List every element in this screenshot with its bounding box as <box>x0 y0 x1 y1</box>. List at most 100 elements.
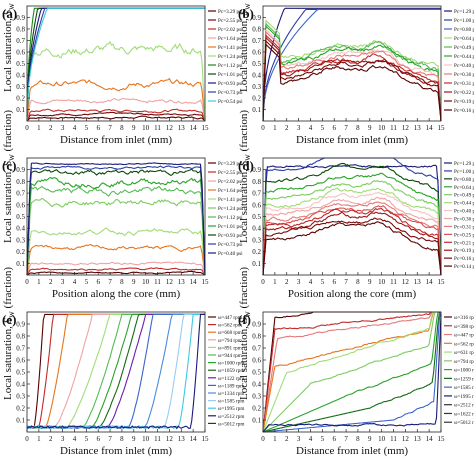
legend-entry: Pc=0.25 psi <box>454 232 474 238</box>
legend-entry: ω=794 rpm <box>218 338 242 344</box>
x-tick-label: 5 <box>321 124 325 132</box>
series-line-5 <box>26 197 206 276</box>
panel-label: (c) <box>2 158 16 173</box>
x-tick-label: 8 <box>120 435 124 443</box>
legend-entry: Pc=0.19 psi <box>454 99 474 105</box>
y-axis-label-top: Local saturation, Sw (fraction) <box>2 0 17 92</box>
series-line-6 <box>262 191 442 276</box>
x-tick-label: 7 <box>344 278 348 286</box>
y-tick-label: 0.4 <box>252 72 261 80</box>
y-tick-label: 0.8 <box>252 178 261 186</box>
x-tick-label: 13 <box>414 124 422 132</box>
legend-entry: ω=1059 rpm <box>218 368 244 374</box>
y-tick-label: 0.4 <box>16 381 25 389</box>
legend-entry: Pc=2.55 psi <box>218 18 243 24</box>
y-tick-label: 0.2 <box>16 248 25 256</box>
series-line-0 <box>26 270 206 276</box>
x-tick-label: 8 <box>120 124 124 132</box>
y-tick-label: 0.9 <box>252 14 261 22</box>
panel-1: 0 1 2 3 4 5 6 7 8 9 10 11 12 13 14 150.10.20.30.40.50.6… <box>238 5 474 146</box>
x-tick-label: 10 <box>378 124 386 132</box>
x-tick-label: 14 <box>426 435 434 443</box>
x-axis-label: Distance from inlet (mm) <box>60 445 172 457</box>
x-tick-label: 13 <box>414 278 422 286</box>
y-tick-label: 0.9 <box>16 321 25 329</box>
x-tick-label: 5 <box>85 124 89 132</box>
legend-entry: Pc=1.12 psi <box>218 215 243 221</box>
y-tick-label: 0.7 <box>16 345 25 353</box>
y-axis-label-right-bottom: Local saturation, Sw (fraction) <box>238 266 253 400</box>
x-tick-label: 12 <box>402 278 410 286</box>
legend-entry: ω=1000 rpm <box>218 361 244 367</box>
x-tick-label: 0 <box>25 278 29 286</box>
y-tick-label: 0.7 <box>16 190 25 198</box>
legend-entry: ω=1189 rpm <box>218 383 244 389</box>
legend-entry: ω=447 rpm <box>218 315 242 321</box>
legend-entry: ω=668 rpm <box>218 330 242 336</box>
x-tick-label: 5 <box>85 278 89 286</box>
y-tick-label: 0.8 <box>16 178 25 186</box>
series-line-3 <box>26 243 206 276</box>
series-line-1 <box>262 311 441 433</box>
legend-entry: Pc=0.36 psi <box>454 72 474 78</box>
panel-4: 0 1 2 3 4 5 6 7 8 9 10 11 12 13 14 150.10.20.30.40.50.6… <box>2 311 244 457</box>
legend-entry: Pc=0.31 psi <box>454 224 474 230</box>
legend-entry: Pc=3.29 psi <box>218 161 243 167</box>
y-tick-label: 0.4 <box>16 72 25 80</box>
panel-2: 0 1 2 3 4 5 6 7 8 9 10 11 12 13 14 150.10.20.30.40.50.6… <box>2 157 243 300</box>
series-line-3 <box>262 19 442 122</box>
panel-label: (f) <box>238 312 251 327</box>
y-tick-label: 0.4 <box>16 225 25 233</box>
x-tick-label: 1 <box>273 124 277 132</box>
x-tick-label: 4 <box>73 124 77 132</box>
series-line-2 <box>262 8 441 117</box>
legend-entry: ω=5012 rpm <box>218 421 244 427</box>
series-line-7 <box>26 176 206 276</box>
x-tick-label: 14 <box>190 124 198 132</box>
x-tick-label: 10 <box>378 435 386 443</box>
x-tick-label: 10 <box>142 435 150 443</box>
x-tick-label: 8 <box>120 278 124 286</box>
y-axis-label-middle: Local saturation, Sw (fraction) <box>2 109 17 243</box>
x-tick-label: 1 <box>37 435 41 443</box>
x-tick-label: 5 <box>321 278 325 286</box>
series-line-5 <box>262 311 441 433</box>
panel-label: (a) <box>2 6 17 21</box>
legend-entry: Pc=0.49 psi <box>454 45 474 51</box>
plot-frame <box>26 5 206 122</box>
x-axis-label: Position along the core (mm) <box>288 288 417 300</box>
x-tick-label: 11 <box>154 124 161 132</box>
x-tick-label: 4 <box>309 124 313 132</box>
y-tick-label: 0.1 <box>16 417 25 425</box>
series-line-8 <box>262 33 442 122</box>
series-line-11 <box>262 43 442 122</box>
x-tick-label: 12 <box>166 278 174 286</box>
panel-5: 0 1 2 3 4 5 6 7 8 9 10 11 12 13 14 150.10.20.30.40.50.6… <box>238 311 474 457</box>
y-axis-label-right-top: Local saturation, Sw (fraction) <box>238 0 253 92</box>
x-axis-label: Distance from inlet (mm) <box>296 445 408 457</box>
y-tick-label: 0.1 <box>252 417 261 425</box>
x-tick-label: 6 <box>96 278 100 286</box>
legend-entry: Pc=0.93 psi <box>218 233 243 239</box>
legend-entry: ω=794 rpm <box>454 359 474 365</box>
x-tick-label: 0 <box>25 435 29 443</box>
y-tick-label: 0.3 <box>16 236 25 244</box>
x-tick-label: 6 <box>332 278 336 286</box>
legend-entry: Pc=1.29 psi <box>454 161 474 167</box>
y-tick-label: 0.8 <box>252 333 261 341</box>
series-line-9 <box>26 165 206 276</box>
series-line-1 <box>26 111 206 122</box>
x-tick-label: 2 <box>285 278 289 286</box>
y-tick-label: 0.6 <box>16 357 25 365</box>
legend-entry: ω=447 rpm <box>454 333 474 339</box>
series-line-2 <box>26 261 206 276</box>
x-tick-label: 11 <box>390 124 397 132</box>
series-line-10 <box>26 7 205 117</box>
x-tick-label: 3 <box>61 435 65 443</box>
x-tick-label: 1 <box>37 124 41 132</box>
series-line-9 <box>262 314 442 433</box>
series-line-10 <box>262 39 442 122</box>
legend-entry: Pc=0.40 psi <box>454 209 474 215</box>
series-line-5 <box>262 24 442 122</box>
y-tick-label: 0.2 <box>252 405 261 413</box>
